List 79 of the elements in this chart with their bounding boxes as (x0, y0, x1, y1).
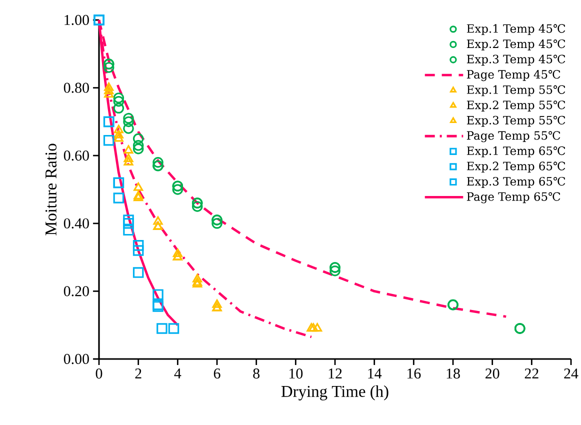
point (114, 124, 124, 134)
point (104, 89, 114, 98)
legend-label: Exp.3 Temp 45℃ (466, 54, 566, 66)
x-axis-title: Drying Time (h) (281, 385, 388, 400)
legend-label: Exp.1 Temp 55℃ (466, 85, 566, 96)
point (113, 102, 124, 114)
point (132, 133, 144, 144)
legend-label: Page Temp 55℃ (466, 131, 560, 142)
y-tick-label: 0.20 (64, 286, 89, 296)
legend-label: Exp.1 Temp 45℃ (466, 24, 566, 36)
point (113, 192, 124, 204)
point (306, 323, 316, 332)
point (103, 134, 114, 146)
x-tick-label: 6 (214, 368, 220, 379)
point (153, 216, 163, 225)
point (104, 82, 114, 91)
point (192, 201, 203, 212)
point (113, 92, 124, 104)
y-tick-label: 1.00 (64, 14, 89, 26)
point (123, 214, 134, 226)
legend-label: Exp.3 Temp 65℃ (466, 176, 566, 188)
point (330, 265, 340, 276)
x-tick-label: 22 (524, 368, 538, 378)
point (134, 182, 144, 191)
point (134, 190, 144, 200)
point (134, 192, 144, 202)
y-tick-label: 0.60 (64, 150, 89, 161)
x-tick-label: 8 (253, 368, 260, 379)
point (308, 323, 318, 332)
point (123, 224, 134, 236)
x-tick-label: 10 (290, 368, 303, 379)
point (212, 299, 222, 308)
point (114, 133, 124, 142)
x-tick-label: 0 (96, 368, 102, 379)
point (172, 248, 182, 257)
point (123, 218, 134, 229)
point (123, 123, 134, 134)
x-tick-label: 2 (135, 368, 142, 378)
x-tick-label: 4 (174, 368, 182, 378)
y-tick-label: 0.40 (64, 218, 89, 228)
legend-label: Page Temp 65℃ (466, 192, 560, 204)
legend-label: Exp.2 Temp 65℃ (466, 162, 566, 173)
point (132, 140, 144, 151)
y-axis-title: Moiture Ratio (45, 144, 57, 236)
point (124, 145, 134, 154)
point (172, 184, 184, 195)
point (113, 96, 124, 107)
x-tick-label: 16 (408, 368, 421, 379)
x-tick-label: 20 (486, 368, 500, 379)
point (132, 143, 144, 154)
point (123, 116, 134, 128)
legend-label: Exp.2 Temp 55℃ (466, 100, 566, 112)
legend-label: Exp.3 Temp 55℃ (466, 116, 566, 127)
point (124, 156, 134, 166)
point (114, 130, 124, 138)
x-tick-label: 14 (368, 368, 382, 378)
point (156, 323, 168, 334)
point (192, 274, 202, 282)
point (132, 240, 144, 251)
point (152, 156, 164, 168)
y-tick-label: 0.00 (64, 354, 89, 364)
legend-label: Exp.1 Temp 65℃ (466, 146, 566, 158)
point (168, 323, 180, 334)
legend-label: Exp.2 Temp 45℃ (466, 39, 566, 50)
x-tick-label: 18 (446, 368, 460, 379)
point (123, 112, 134, 124)
x-tick-label: 24 (564, 368, 578, 378)
point (152, 289, 164, 300)
point (103, 62, 114, 73)
point (212, 218, 222, 229)
point (124, 154, 134, 162)
point (312, 323, 322, 332)
point (132, 267, 144, 278)
y-tick-label: 0.80 (64, 82, 89, 93)
point (132, 245, 144, 256)
point (104, 86, 114, 94)
point (192, 277, 202, 286)
x-tick-label: 12 (328, 368, 342, 378)
legend-label: Page Temp 45℃ (466, 70, 560, 82)
